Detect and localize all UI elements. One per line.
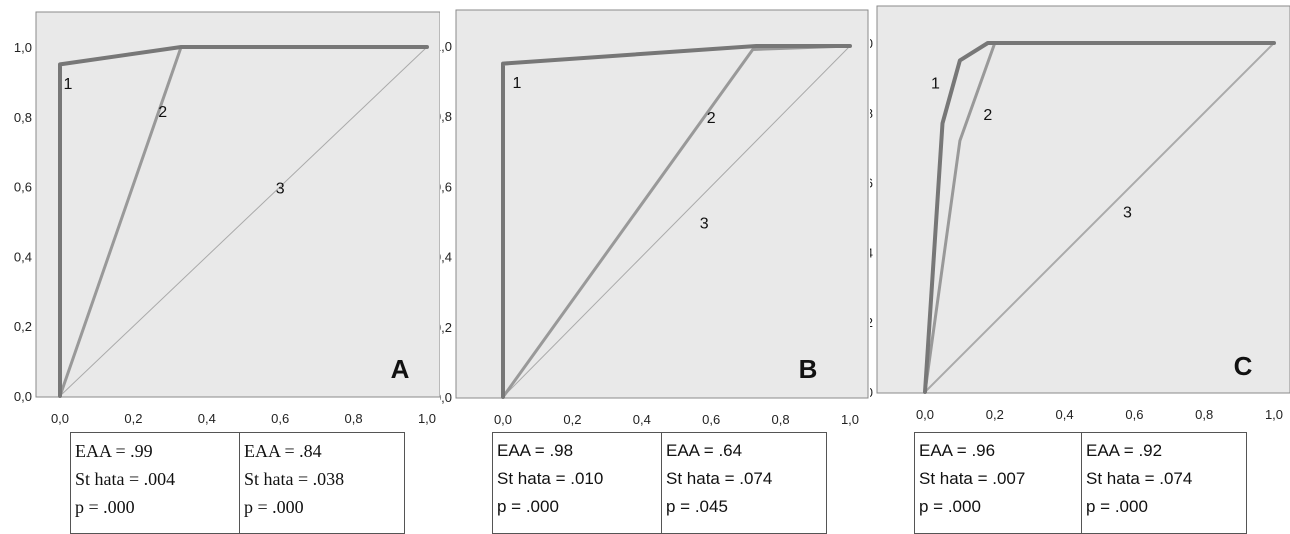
x-tick-label: 0,2 (563, 412, 581, 427)
stats-box-a-2: EAA = .84 St hata = .038 p = .000 (239, 432, 405, 534)
y-tick-label: 0,4 (870, 245, 873, 260)
roc-curve-3 (59, 46, 428, 397)
x-tick-label: 1,0 (841, 412, 859, 427)
y-tick-label: 1,0 (14, 40, 32, 55)
roc-curve-3 (924, 42, 1275, 393)
x-tick-label: 0,8 (772, 412, 790, 427)
y-tick-label: 0,0 (440, 390, 452, 405)
stats-p: p = .000 (497, 497, 559, 516)
roc-curve-3 (502, 45, 851, 398)
chart-panel-a: 0,0 0,2 0,4 0,6 0,8 1,0 0,0 0,2 0,4 0,6 0,8 1,0 1 2 3 A… (0, 0, 440, 534)
x-tick-label: 0,2 (986, 407, 1004, 422)
y-tick-label: 0,0 (870, 385, 873, 400)
y-tick-label: 0,6 (870, 176, 873, 191)
stats-eaa: EAA = .98 (497, 441, 574, 460)
stats-st-hata: St hata = .007 (919, 469, 1026, 488)
curve-label-3: 3 (700, 216, 709, 233)
stats-eaa: EAA = .84 (244, 441, 322, 461)
roc-curve-1 (501, 44, 852, 399)
x-tick-label: 0,8 (1195, 407, 1213, 422)
y-tick-label: 0,6 (14, 180, 32, 195)
x-tick-label: 1,0 (418, 411, 436, 426)
y-tick-label: 0,0 (14, 389, 32, 404)
stats-box-b-1: EAA = .98 St hata = .010 p = .000 (492, 432, 662, 534)
y-tick-label: 0,4 (14, 249, 32, 264)
x-tick-label: 0,4 (1056, 407, 1074, 422)
x-tick-label: 0,6 (1125, 407, 1143, 422)
x-tick-label: 0,8 (345, 411, 363, 426)
y-tick-label: 1,0 (440, 39, 452, 54)
stats-box-b-2: EAA = .64 St hata = .074 p = .045 (661, 432, 827, 534)
plot-area (876, 5, 1290, 394)
x-tick-label: 0,6 (702, 412, 720, 427)
curve-label-3: 3 (276, 181, 285, 198)
y-tick-label: 1,0 (870, 36, 873, 51)
curve-label-1: 1 (64, 76, 73, 93)
x-tick-label: 0,2 (124, 411, 142, 426)
stats-st-hata: St hata = .074 (666, 469, 773, 488)
curve-label-2: 2 (707, 110, 716, 127)
roc-plot-c: 0,0 0,2 0,4 0,6 0,8 1,0 0,0 0,2 0,4 0,6 0,8 1,0 1 2 3 C (870, 5, 1290, 422)
stats-box-c-2: EAA = .92 St hata = .074 p = .000 (1081, 432, 1247, 534)
curve-label-2: 2 (983, 107, 992, 124)
chart-panel-c: 0,0 0,2 0,4 0,6 0,8 1,0 0,0 0,2 0,4 0,6 0,8 1,0 1 2 3 C… (870, 0, 1290, 534)
y-tick-label: 0,8 (14, 110, 32, 125)
x-tick-label: 0,0 (494, 412, 512, 427)
y-tick-label: 0,6 (440, 179, 452, 194)
y-tick-label: 0,4 (440, 250, 452, 265)
plot-area (35, 11, 440, 398)
panel-letter: B (799, 354, 818, 384)
stats-p: p = .000 (1086, 497, 1148, 516)
stats-p: p = .000 (919, 497, 981, 516)
x-tick-label: 0,6 (271, 411, 289, 426)
curve-label-3: 3 (1123, 205, 1132, 222)
roc-plot-a: 0,0 0,2 0,4 0,6 0,8 1,0 0,0 0,2 0,4 0,6 0,8 1,0 1 2 3 A (14, 11, 440, 426)
curve-label-1: 1 (513, 75, 522, 92)
y-tick-label: 0,8 (870, 106, 873, 121)
stats-box-a-1: EAA = .99 St hata = .004 p = .000 (70, 432, 240, 534)
stats-st-hata: St hata = .038 (244, 469, 345, 489)
y-tick-label: 0,2 (870, 315, 873, 330)
x-tick-label: 1,0 (1265, 407, 1283, 422)
panel-letter: C (1234, 351, 1253, 381)
x-tick-label: 0,4 (633, 412, 651, 427)
stats-eaa: EAA = .92 (1086, 441, 1163, 460)
stats-st-hata: St hata = .074 (1086, 469, 1193, 488)
stats-eaa: EAA = .99 (75, 441, 153, 461)
roc-curve-1 (923, 41, 1276, 394)
y-tick-label: 0,8 (440, 109, 452, 124)
stats-box-c-1: EAA = .96 St hata = .007 p = .000 (914, 432, 1084, 534)
stats-p: p = .045 (666, 497, 728, 516)
stats-st-hata: St hata = .004 (75, 469, 176, 489)
stats-p: p = .000 (75, 497, 135, 517)
x-tick-label: 0,4 (198, 411, 216, 426)
curve-label-1: 1 (931, 75, 940, 92)
roc-curve-1 (58, 45, 429, 398)
y-tick-label: 0,2 (14, 319, 32, 334)
x-tick-label: 0,0 (51, 411, 69, 426)
y-tick-label: 0,2 (440, 320, 452, 335)
curve-label-2: 2 (158, 104, 167, 121)
stats-st-hata: St hata = .010 (497, 469, 604, 488)
stats-eaa: EAA = .64 (666, 441, 743, 460)
stats-eaa: EAA = .96 (919, 441, 996, 460)
chart-panel-b: 0,0 0,2 0,4 0,6 0,8 1,0 0,0 0,2 0,4 0,6 0,8 1,0 1 2 3 B… (440, 0, 870, 534)
roc-plot-b: 0,0 0,2 0,4 0,6 0,8 1,0 0,0 0,2 0,4 0,6 0,8 1,0 1 2 3 B (440, 9, 869, 427)
panel-letter: A (391, 354, 410, 384)
stats-p: p = .000 (244, 497, 304, 517)
x-tick-label: 0,0 (916, 407, 934, 422)
plot-area (455, 9, 869, 399)
